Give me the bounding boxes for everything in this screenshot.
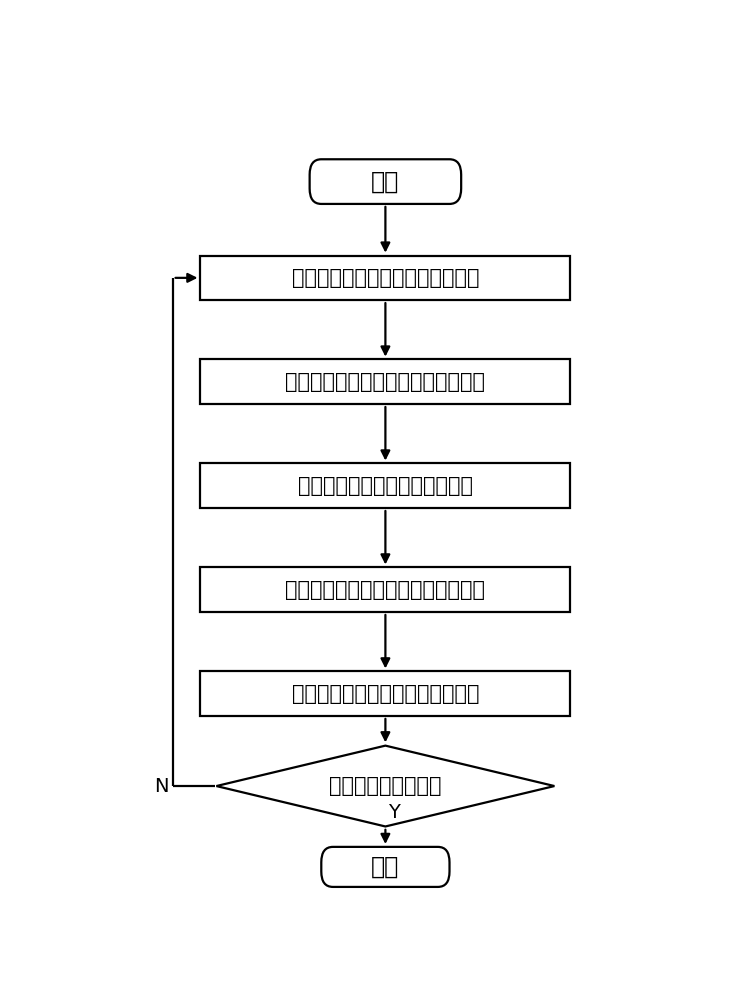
Text: 分裂相排序模型预测分裂相等级类别: 分裂相排序模型预测分裂相等级类别 — [286, 580, 485, 600]
Text: 是否结束分裂相扫描: 是否结束分裂相扫描 — [329, 776, 441, 796]
Polygon shape — [217, 746, 554, 826]
Bar — [200, 256, 571, 300]
Text: Y: Y — [388, 804, 400, 822]
FancyBboxPatch shape — [310, 159, 461, 204]
Text: 显微镜扫描读取待检测的样本图像: 显微镜扫描读取待检测的样本图像 — [292, 268, 479, 288]
Bar — [200, 359, 571, 404]
Text: 结束: 结束 — [371, 855, 399, 879]
Text: 根据定位结果裁剪出分裂相图像: 根据定位结果裁剪出分裂相图像 — [298, 476, 473, 496]
Text: 分裂相定位模型预测分裂相目标位置: 分裂相定位模型预测分裂相目标位置 — [286, 372, 485, 392]
Text: N: N — [153, 777, 168, 796]
Bar — [200, 671, 571, 716]
Text: 开始: 开始 — [371, 170, 399, 194]
Bar — [200, 567, 571, 612]
FancyBboxPatch shape — [321, 847, 450, 887]
Text: 根据等级类别输出分裂相扫描结果: 根据等级类别输出分裂相扫描结果 — [292, 684, 479, 704]
Bar — [200, 463, 571, 508]
